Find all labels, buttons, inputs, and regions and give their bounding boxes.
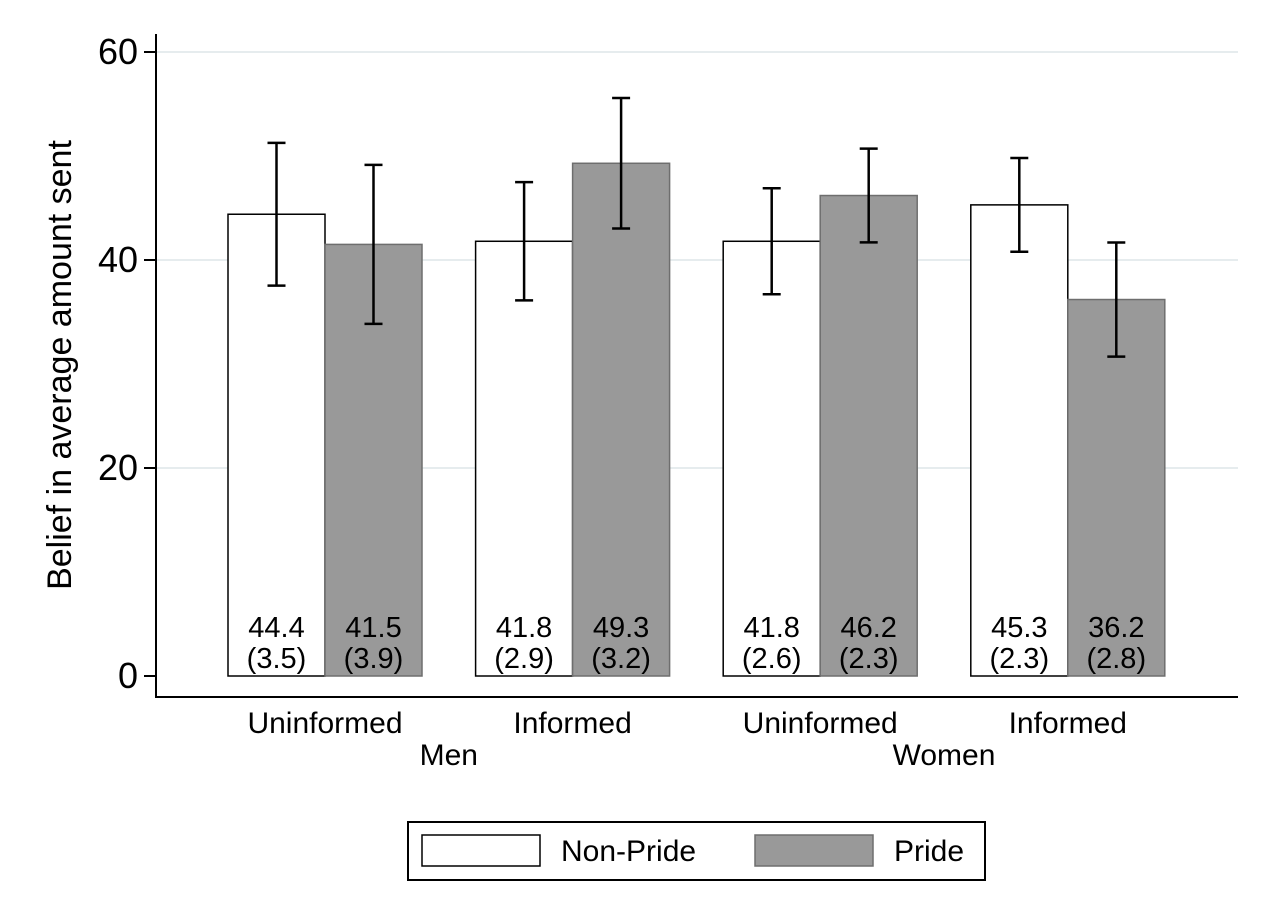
bar-pride-4 — [1067, 298, 1166, 677]
legend-swatch-non-pride — [421, 834, 541, 867]
error-bars — [267, 96, 1126, 358]
category-label-4: Informed — [1009, 707, 1127, 740]
bar-value-label-non-pride-4: 45.3 — [991, 612, 1047, 644]
axes — [155, 34, 1238, 698]
category-label-1: Uninformed — [247, 707, 402, 740]
category-labels: Uninformed Informed Uninformed Informed — [247, 707, 1127, 740]
bar-value-label-non-pride-1: 44.4 — [248, 612, 304, 644]
group-label-women: Women — [893, 739, 996, 772]
bar-value-label-pride-2: 49.3 — [593, 612, 649, 644]
y-tick-label-20: 20 — [98, 447, 138, 488]
category-label-3: Uninformed — [743, 707, 898, 740]
bars — [227, 162, 1166, 677]
bar-se-label-pride-3: (2.3) — [839, 643, 899, 675]
bar-se-label-pride-1: (3.9) — [344, 643, 404, 675]
bar-non-pride-2 — [474, 240, 574, 677]
legend-label-non-pride: Non-Pride — [561, 835, 696, 868]
bar-value-label-pride-1: 41.5 — [345, 612, 401, 644]
bar-se-label-pride-2: (3.2) — [591, 643, 651, 675]
group-labels: Men Women — [420, 739, 996, 772]
bar-non-pride-3 — [722, 240, 821, 677]
bar-value-labels: 44.4(3.5)41.5(3.9)41.8(2.9)49.3(3.2)41.8… — [247, 612, 1146, 675]
bar-value-label-pride-4: 36.2 — [1088, 612, 1144, 644]
bar-se-label-non-pride-2: (2.9) — [494, 643, 554, 675]
y-tick-label-40: 40 — [98, 239, 138, 280]
bar-pride-2 — [571, 162, 671, 677]
bar-pride-3 — [819, 194, 918, 677]
bar-non-pride-1 — [227, 213, 326, 677]
bar-se-label-non-pride-4: (2.3) — [989, 643, 1049, 675]
bar-value-label-pride-3: 46.2 — [840, 612, 896, 644]
y-axis-label: Belief in average amount sent — [41, 140, 79, 590]
y-ticks: 0 20 40 60 — [98, 31, 156, 696]
legend-swatch-pride — [754, 834, 874, 867]
bar-non-pride-4 — [970, 204, 1069, 677]
group-label-men: Men — [420, 739, 478, 772]
bar-value-label-non-pride-3: 41.8 — [743, 612, 799, 644]
y-tick-label-60: 60 — [98, 31, 138, 72]
bar-value-label-non-pride-2: 41.8 — [496, 612, 552, 644]
bar-se-label-non-pride-3: (2.6) — [742, 643, 802, 675]
y-tick-label-0: 0 — [118, 655, 138, 696]
bar-se-label-pride-4: (2.8) — [1086, 643, 1146, 675]
legend-label-pride: Pride — [894, 835, 964, 868]
category-label-2: Informed — [513, 707, 631, 740]
legend: Non-Pride Pride — [407, 821, 986, 881]
bar-se-label-non-pride-1: (3.5) — [247, 643, 307, 675]
